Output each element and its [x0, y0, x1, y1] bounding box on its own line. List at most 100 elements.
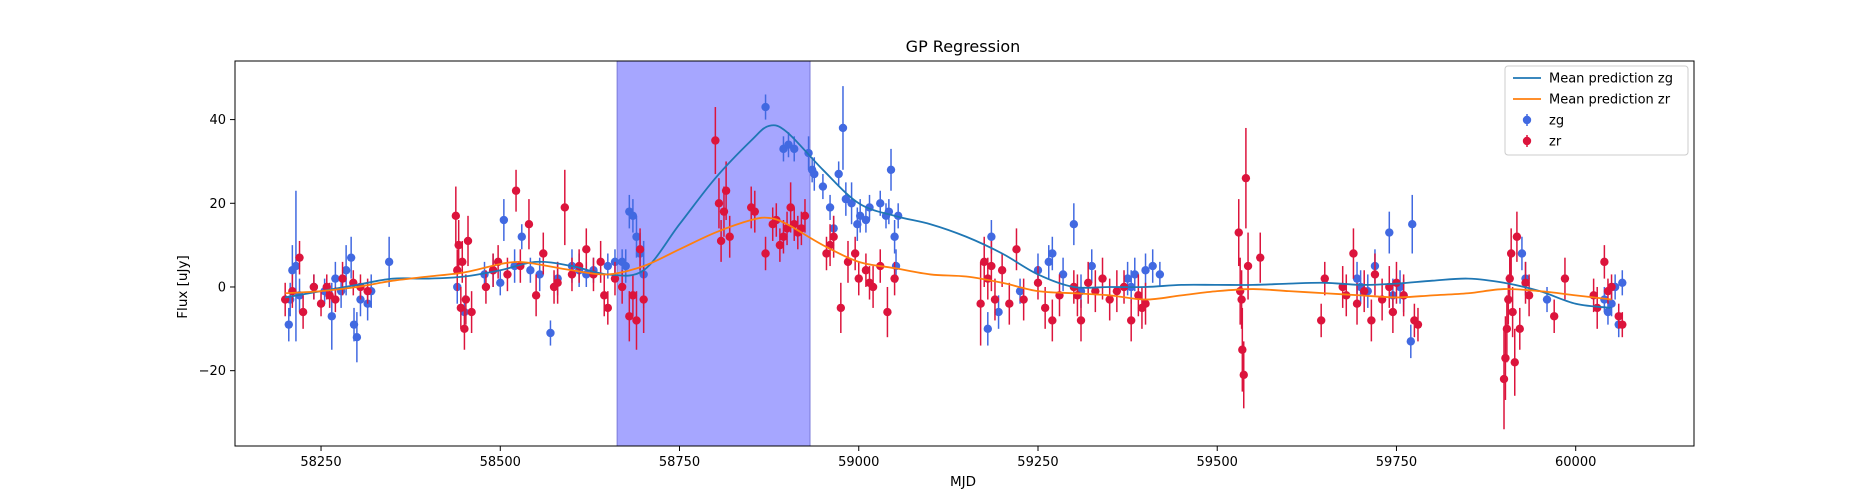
data-point-zg: [526, 266, 535, 275]
data-point-zr: [1499, 374, 1509, 384]
chart-title: GP Regression: [906, 37, 1021, 56]
data-point-zr: [503, 270, 512, 279]
data-point-zr: [1091, 286, 1100, 296]
data-point-zg: [1015, 286, 1025, 296]
data-point-zr: [331, 295, 340, 304]
data-point-zg: [499, 215, 509, 225]
data-point-zr: [1512, 232, 1522, 241]
y-tick-label: 40: [209, 113, 226, 128]
data-point-zr: [1524, 291, 1534, 300]
data-point-zg: [1607, 299, 1616, 308]
data-point-zg: [1141, 266, 1150, 275]
data-point-zr: [632, 316, 641, 325]
data-point-zr: [295, 253, 304, 262]
legend-label-zg: zg: [1549, 114, 1564, 129]
data-point-zr: [539, 249, 548, 258]
data-point-zr: [980, 257, 989, 267]
data-point-zr: [1126, 316, 1136, 325]
data-point-zg: [1069, 220, 1079, 229]
data-point-zg: [291, 261, 301, 271]
data-point-zr: [1508, 307, 1517, 317]
data-point-zr: [309, 282, 319, 292]
data-point-zg: [603, 261, 613, 271]
data-point-zr: [1083, 278, 1093, 287]
axes-frame: [234, 60, 1695, 447]
data-point-zr: [1549, 312, 1559, 321]
data-point-zr: [1237, 295, 1246, 304]
data-point-zg: [349, 320, 359, 329]
x-tick-label: 58750: [659, 455, 700, 470]
data-point-zg: [517, 232, 526, 241]
data-point-zg: [886, 165, 896, 175]
data-point-zr: [800, 211, 810, 221]
y-tick-label: 20: [209, 197, 226, 212]
data-point-zr: [836, 303, 846, 313]
data-point-zr: [750, 207, 759, 216]
data-point-zr: [1388, 307, 1398, 317]
data-point-zr: [1019, 295, 1028, 304]
legend-label-Mean prediction zr: Mean prediction zr: [1549, 93, 1671, 108]
data-point-zg: [546, 328, 555, 338]
data-point-zr: [1141, 299, 1150, 308]
plot-content: [280, 61, 1627, 446]
x-tick-label: 58250: [300, 455, 341, 470]
x-tick-label: 59500: [1197, 455, 1238, 470]
data-point-zr: [456, 303, 466, 313]
legend-marker-zr: [1522, 136, 1532, 146]
data-point-zr: [610, 274, 620, 283]
data-point-zr: [1243, 261, 1253, 271]
axes: 58250 58500 58750 59000 59250 59500 59750 60000…: [199, 60, 1695, 470]
data-point-zg: [384, 257, 394, 267]
data-point-zr: [1600, 257, 1609, 267]
data-point-zg: [1155, 270, 1165, 279]
data-point-zg: [818, 182, 828, 191]
data-point-zg: [1352, 274, 1362, 283]
data-point-zr: [843, 257, 853, 267]
data-point-zr: [460, 324, 469, 334]
data-point-zr: [582, 245, 591, 254]
data-point-zr: [454, 240, 463, 250]
data-point-zg: [1148, 261, 1157, 271]
x-axis-label: MJD: [950, 474, 976, 490]
data-point-zr: [511, 186, 521, 195]
data-point-zr: [1234, 228, 1243, 237]
data-point-zr: [298, 307, 308, 317]
data-point-zg: [1618, 278, 1627, 287]
data-point-zg: [1087, 261, 1096, 271]
data-point-zg: [346, 253, 356, 262]
data-point-zg: [790, 144, 799, 154]
data-point-zr: [1048, 316, 1057, 325]
data-point-zg: [1408, 220, 1417, 229]
data-point-zr: [714, 199, 724, 208]
data-point-zr: [531, 291, 541, 300]
data-point-zr: [338, 274, 347, 283]
data-point-zr: [1076, 316, 1086, 325]
data-point-zr: [1134, 291, 1143, 300]
data-point-zr: [1320, 274, 1329, 283]
data-point-zr: [883, 307, 892, 317]
data-point-zg: [535, 270, 544, 279]
data-point-zr: [822, 249, 831, 258]
data-point-zr: [761, 249, 770, 258]
data-point-zg: [810, 169, 819, 179]
data-point-zr: [567, 270, 577, 279]
data-point-zr: [1105, 295, 1114, 304]
data-point-zr: [1005, 299, 1014, 308]
data-point-zg: [1044, 257, 1053, 267]
data-point-zg: [331, 274, 340, 283]
data-point-zg: [761, 102, 770, 112]
data-point-zr: [1505, 274, 1514, 283]
data-point-zg: [496, 278, 505, 287]
data-point-zr: [1033, 278, 1043, 287]
data-point-zr: [1367, 316, 1376, 325]
highlight-span: [616, 61, 811, 446]
data-point-zg: [632, 232, 641, 241]
data-point-zr: [1098, 274, 1107, 283]
data-point-zr: [596, 257, 605, 267]
data-point-zr: [625, 312, 634, 321]
data-point-zr: [1501, 353, 1510, 363]
data-point-zg: [1058, 270, 1068, 279]
data-point-zr: [716, 236, 726, 246]
x-tick-label: 60000: [1555, 455, 1596, 470]
legend-marker-zg: [1522, 115, 1532, 125]
